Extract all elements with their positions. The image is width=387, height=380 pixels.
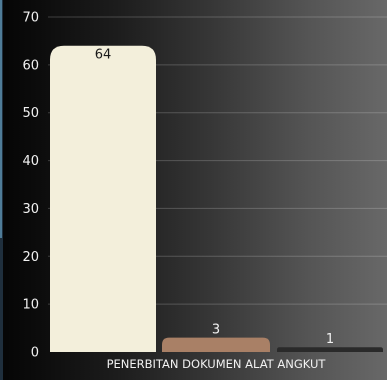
y-axis-tick-labels: 0 10 20 30 40 50 60 70: [22, 11, 39, 361]
y-tick-label: 60: [22, 58, 39, 73]
y-tick-label: 20: [22, 250, 39, 265]
y-tick-label: 70: [22, 11, 39, 26]
x-category-label: PENERBITAN DOKUMEN ALAT ANGKUT: [107, 357, 327, 371]
bars: [50, 45, 383, 352]
left-edge-strip: [0, 0, 3, 380]
y-tick-label: 30: [22, 202, 39, 217]
x-axis-category-labels: PENERBITAN DOKUMEN ALAT ANGKUT: [107, 357, 327, 371]
bar-value-label: 3: [212, 323, 220, 338]
bar-1: [50, 45, 156, 352]
bar-2: [162, 337, 270, 352]
y-tick-label: 10: [22, 298, 39, 313]
bar-value-label: 64: [95, 48, 112, 63]
bar-3: [277, 347, 383, 352]
y-tick-label: 50: [22, 106, 39, 121]
gridlines: [48, 16, 387, 305]
y-tick-label: 40: [22, 154, 39, 169]
data-labels: 64 3 1: [95, 48, 334, 348]
bar-value-label: 1: [326, 332, 334, 347]
left-edge-accent: [0, 0, 2, 238]
y-tick-label: 0: [31, 346, 39, 361]
